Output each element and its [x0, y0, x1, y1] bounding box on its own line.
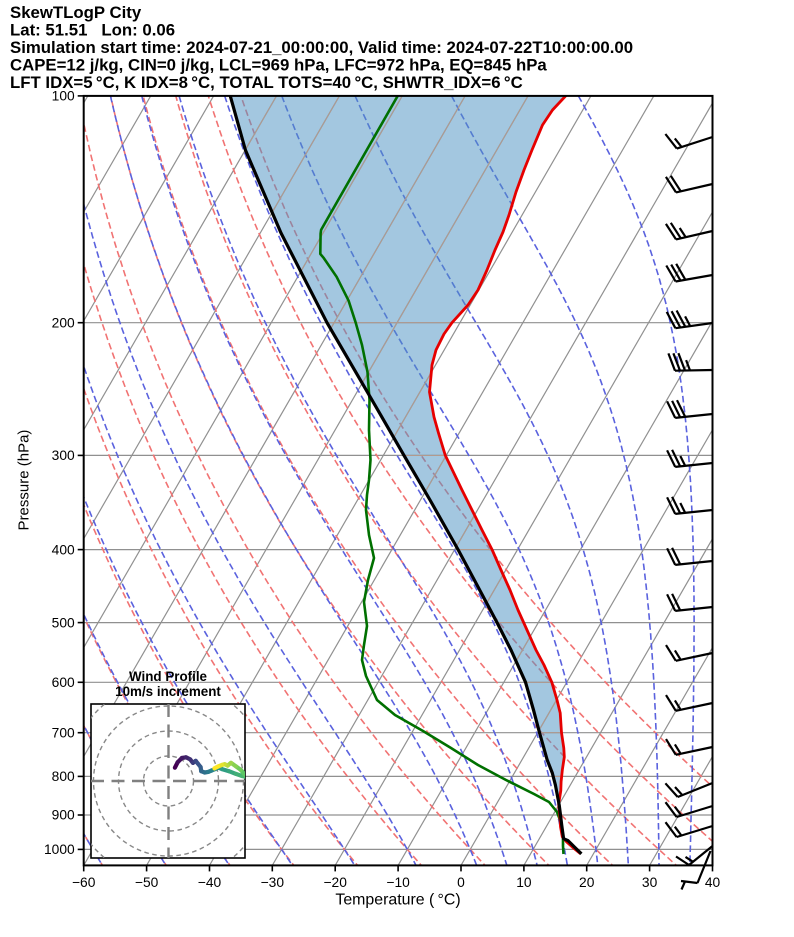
svg-text:SkewTLogP City: SkewTLogP City: [10, 3, 142, 22]
svg-text:200: 200: [52, 315, 75, 330]
svg-text:0: 0: [457, 875, 465, 890]
svg-text:20: 20: [579, 875, 595, 890]
svg-text:−40: −40: [198, 875, 222, 890]
svg-text:Simulation start time: 2024-07: Simulation start time: 2024-07-21_00:00:…: [10, 38, 633, 57]
svg-text:700: 700: [52, 725, 75, 740]
svg-text:Lat: 51.51 Lon: 0.06: Lat: 51.51 Lon: 0.06: [10, 21, 175, 40]
svg-text:Wind Profile: Wind Profile: [129, 669, 207, 684]
svg-text:40: 40: [705, 875, 721, 890]
svg-text:800: 800: [52, 769, 75, 784]
svg-text:−20: −20: [323, 875, 347, 890]
svg-text:Pressure (hPa): Pressure (hPa): [16, 430, 33, 531]
svg-text:900: 900: [52, 808, 75, 823]
svg-text:100: 100: [52, 89, 75, 104]
svg-text:Temperature ( °C): Temperature ( °C): [335, 892, 460, 909]
svg-text:LFT IDX=5 °C, K IDX=8 °C, TOTA: LFT IDX=5 °C, K IDX=8 °C, TOTAL TOTS=40 …: [10, 73, 523, 92]
svg-text:400: 400: [52, 542, 75, 557]
svg-text:300: 300: [52, 448, 75, 463]
svg-text:500: 500: [52, 615, 75, 630]
svg-text:1000: 1000: [44, 842, 75, 857]
svg-text:−60: −60: [72, 875, 96, 890]
svg-text:−50: −50: [135, 875, 159, 890]
svg-text:−30: −30: [261, 875, 285, 890]
svg-text:CAPE=12 j/kg, CIN=0 j/kg, LCL=: CAPE=12 j/kg, CIN=0 j/kg, LCL=969 hPa, L…: [10, 56, 547, 75]
svg-text:−10: −10: [386, 875, 410, 890]
svg-text:10m/s increment: 10m/s increment: [115, 684, 221, 699]
svg-text:10: 10: [516, 875, 532, 890]
svg-text:30: 30: [642, 875, 658, 890]
svg-text:600: 600: [52, 675, 75, 690]
